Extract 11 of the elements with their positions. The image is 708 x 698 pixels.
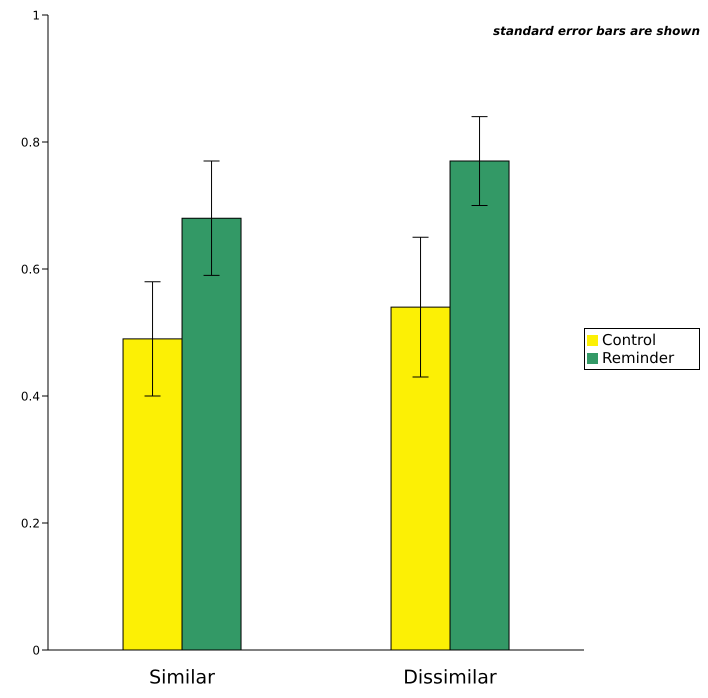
y-tick-label: 1 <box>32 8 40 22</box>
y-tick-label: 0 <box>32 643 40 658</box>
legend-label: Reminder <box>602 349 674 367</box>
x-tick-label: Dissimilar <box>403 666 497 688</box>
legend-label: Control <box>602 331 656 349</box>
x-tick-label: Similar <box>149 666 216 688</box>
y-tick-label: 0.4 <box>20 389 40 404</box>
annotation: standard error bars are shown <box>492 24 700 38</box>
y-tick-label: 0.8 <box>20 135 40 150</box>
y-tick-label: 0.2 <box>20 516 40 530</box>
y-tick-label: 0.6 <box>20 262 40 276</box>
